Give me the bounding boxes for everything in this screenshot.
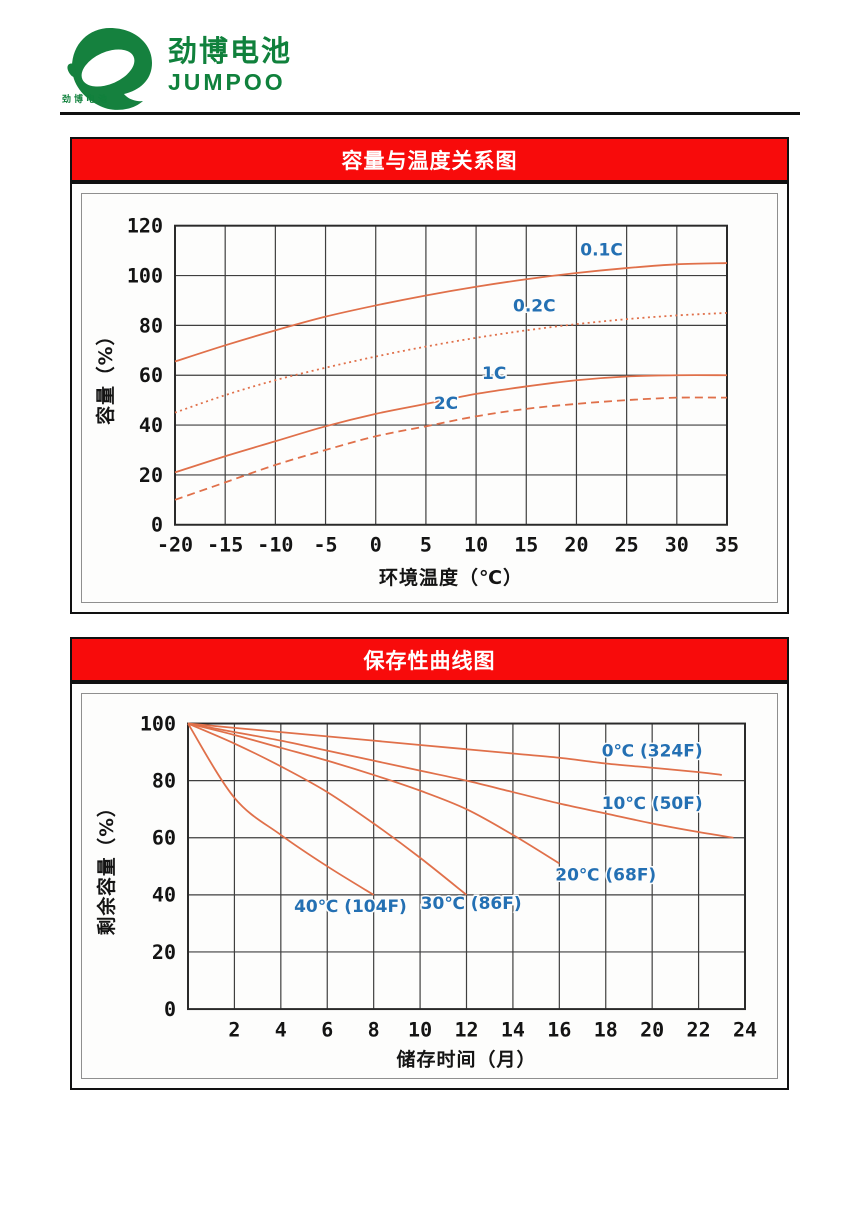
svg-text:-20: -20	[157, 534, 193, 557]
svg-text:储存时间（月）: 储存时间（月）	[397, 1048, 537, 1071]
svg-text:100: 100	[140, 713, 176, 736]
svg-text:22: 22	[687, 1019, 711, 1042]
storage-curve-chart: 2 4 6 8 10 12 14 16 18 20 22 24020406080100储存时间（月）剩…	[95, 713, 757, 1072]
svg-text:12: 12	[454, 1019, 478, 1042]
series-label: 0.1C	[580, 240, 623, 260]
svg-text:24: 24	[733, 1019, 757, 1042]
svg-text:0: 0	[151, 514, 163, 537]
svg-text:60: 60	[139, 364, 163, 387]
svg-text:60: 60	[152, 827, 176, 850]
svg-text:40: 40	[139, 414, 163, 437]
svg-text:4: 4	[275, 1019, 287, 1042]
svg-text:120: 120	[127, 215, 163, 238]
svg-text:30: 30	[665, 534, 689, 557]
brand-block: 劲博电池 JUMPOO	[168, 38, 292, 94]
series-label: 0℃ (324F)	[602, 740, 703, 760]
svg-text:15: 15	[514, 534, 538, 557]
jumpoo-logo-icon	[58, 26, 162, 110]
svg-text:0: 0	[370, 534, 382, 557]
header-divider	[60, 112, 800, 115]
svg-text:容量（%）: 容量（%）	[94, 326, 117, 425]
svg-text:-10: -10	[257, 534, 293, 557]
series-label: 2C	[434, 393, 458, 413]
svg-text:0: 0	[164, 998, 176, 1021]
svg-text:18: 18	[594, 1019, 618, 1042]
series-label: 30℃ (86F)	[421, 893, 522, 913]
svg-text:20: 20	[564, 534, 588, 557]
svg-text:10: 10	[408, 1019, 432, 1042]
capacity-temperature-chart-box: -20 -15 -10 -5 0 5 10 15 20 25 30 35 0 20 40 60 80 100 120…	[70, 182, 789, 614]
svg-text:环境温度（℃）: 环境温度（℃）	[379, 566, 523, 589]
svg-text:2: 2	[228, 1019, 240, 1042]
logo-caption: 劲博电池	[62, 94, 111, 104]
svg-text:80: 80	[139, 314, 163, 337]
svg-text:20: 20	[139, 464, 163, 487]
svg-text:6: 6	[321, 1019, 333, 1042]
svg-text:剩余容量（%）: 剩余容量（%）	[95, 797, 118, 935]
svg-text:100: 100	[127, 265, 163, 288]
storage-curve-chart-box: 2 4 6 8 10 12 14 16 18 20 22 24 0 20 40 60 80 100 储存时间（月）剩…	[70, 682, 789, 1090]
svg-text:40: 40	[152, 884, 176, 907]
storage-curve-chart-frame: 2 4 6 8 10 12 14 16 18 20 22 24 0 20 40 60 80 100 储存时间（月）剩…	[81, 693, 778, 1079]
capacity-temperature-chart-title-banner: 容量与温度关系图	[70, 137, 789, 182]
series-label: 1C	[482, 363, 506, 383]
svg-text:8: 8	[368, 1019, 380, 1042]
series-label: 40℃ (104F)	[294, 896, 407, 916]
brand-name-en: JUMPOO	[168, 69, 286, 95]
svg-text:5: 5	[420, 534, 432, 557]
svg-text:16: 16	[547, 1019, 571, 1042]
svg-text:25: 25	[615, 534, 639, 557]
chart2-title: 保存性曲线图	[363, 649, 496, 673]
brand-name-cn: 劲博电池	[168, 36, 293, 68]
capacity-temperature-chart: -20 -15 -10 -5 0 5 10 15 20 25 30 35 0 20 40 60 80 100 120…	[94, 215, 739, 589]
svg-text:14: 14	[501, 1019, 525, 1042]
series-label: 20℃ (68F)	[555, 865, 656, 885]
svg-text:-5: -5	[314, 534, 338, 557]
svg-text:35: 35	[715, 534, 739, 557]
storage-curve-chart-title-banner: 保存性曲线图	[70, 637, 789, 682]
svg-text:20: 20	[152, 941, 176, 964]
svg-text:10: 10	[464, 534, 488, 557]
svg-text:20: 20	[640, 1019, 664, 1042]
svg-text:-15: -15	[207, 534, 243, 557]
svg-text:80: 80	[152, 770, 176, 793]
series-label: 0.2C	[513, 296, 556, 316]
capacity-temperature-chart-frame: -20 -15 -10 -5 0 5 10 15 20 25 30 35 0 20 40 60 80 100 120…	[81, 193, 778, 603]
chart1-title: 容量与温度关系图	[341, 149, 518, 173]
logo-swoosh-icon	[67, 28, 152, 110]
series-label: 10℃ (50F)	[602, 793, 703, 813]
